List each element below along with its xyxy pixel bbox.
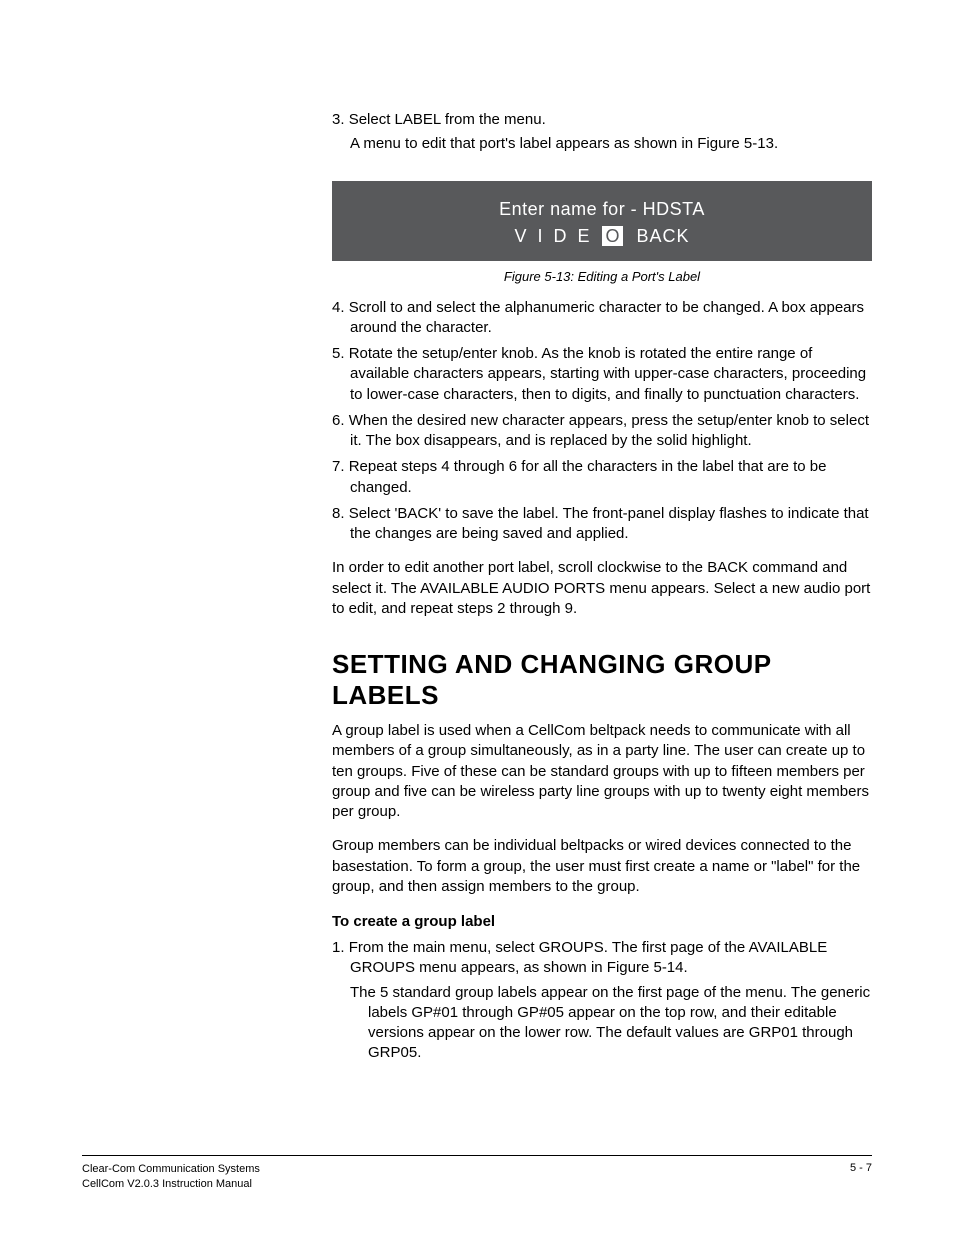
footer-manual: CellCom V2.0.3 Instruction Manual bbox=[82, 1177, 260, 1191]
step-num: 5. bbox=[332, 345, 345, 362]
page-content: 3. Select LABEL from the menu. A menu to… bbox=[332, 110, 872, 1070]
step-6: 6. When the desired new character appear… bbox=[332, 411, 872, 452]
step-num: 7. bbox=[332, 458, 345, 475]
step-3: 3. Select LABEL from the menu. A menu to… bbox=[332, 110, 872, 155]
step-text: Repeat steps 4 through 6 for all the cha… bbox=[349, 458, 827, 495]
step-num: 3. bbox=[332, 111, 345, 128]
display-back-label: BACK bbox=[637, 226, 690, 246]
step-text: From the main menu, select GROUPS. The f… bbox=[349, 939, 828, 976]
footer-left: Clear-Com Communication Systems CellCom … bbox=[82, 1162, 260, 1191]
step-num: 6. bbox=[332, 412, 345, 429]
display-panel: Enter name for - HDSTA V I D E O BACK bbox=[332, 181, 872, 261]
step-num: 1. bbox=[332, 939, 345, 956]
section-paragraph-2: Group members can be individual beltpack… bbox=[332, 836, 872, 897]
paragraph-after-steps: In order to edit another port label, scr… bbox=[332, 558, 872, 619]
footer-page-number: 5 - 7 bbox=[850, 1162, 872, 1174]
section-heading: SETTING AND CHANGING GROUP LABELS bbox=[332, 649, 872, 711]
footer-company: Clear-Com Communication Systems bbox=[82, 1162, 260, 1176]
step-7: 7. Repeat steps 4 through 6 for all the … bbox=[332, 457, 872, 498]
display-title: Enter name for - HDSTA bbox=[332, 199, 872, 220]
display-selected-char: O bbox=[602, 226, 622, 246]
display-value-row: V I D E O BACK bbox=[332, 226, 872, 247]
step-5: 5. Rotate the setup/enter knob. As the k… bbox=[332, 344, 872, 405]
step-text: Scroll to and select the alphanumeric ch… bbox=[349, 299, 864, 336]
step-4: 4. Scroll to and select the alphanumeric… bbox=[332, 298, 872, 339]
section-paragraph-1: A group label is used when a CellCom bel… bbox=[332, 721, 872, 822]
step-num: 8. bbox=[332, 505, 345, 522]
step-c1: 1. From the main menu, select GROUPS. Th… bbox=[332, 938, 872, 1064]
page-footer: Clear-Com Communication Systems CellCom … bbox=[82, 1155, 872, 1191]
step-detail: The 5 standard group labels appear on th… bbox=[350, 983, 872, 1064]
step-text: Rotate the setup/enter knob. As the knob… bbox=[349, 345, 866, 403]
step-text: When the desired new character appears, … bbox=[349, 412, 869, 449]
step-detail: A menu to edit that port's label appears… bbox=[350, 134, 872, 154]
step-num: 4. bbox=[332, 299, 345, 316]
step-text: Select LABEL from the menu. bbox=[349, 111, 546, 128]
display-chars: V I D E bbox=[514, 226, 592, 246]
figure-caption: Figure 5-13: Editing a Port's Label bbox=[332, 269, 872, 284]
sub-heading: To create a group label bbox=[332, 913, 872, 930]
step-text: Select 'BACK' to save the label. The fro… bbox=[349, 505, 869, 542]
step-8: 8. Select 'BACK' to save the label. The … bbox=[332, 504, 872, 545]
